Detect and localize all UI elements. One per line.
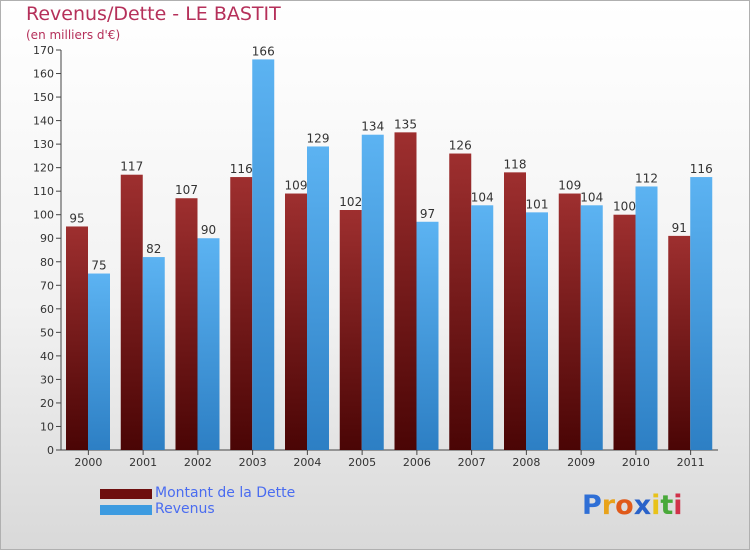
bar-dette: [449, 153, 472, 450]
data-label: 126: [449, 139, 472, 153]
x-tick-label: 2000: [74, 456, 102, 469]
x-tick-label: 2004: [293, 456, 321, 469]
chart-data-labels: 95 75 117 82 107 90 116 166 109 129 102 134 135 97 126…: [69, 44, 712, 272]
bar-revenus: [416, 221, 439, 450]
data-label: 135: [394, 117, 417, 131]
bar-revenus: [197, 238, 220, 450]
y-tick-label: 70: [40, 279, 54, 292]
bar-dette: [120, 174, 143, 451]
x-tick-label: 2005: [348, 456, 376, 469]
y-tick-label: 170: [33, 44, 54, 57]
data-label: 116: [230, 162, 253, 176]
bar-revenus: [580, 205, 603, 450]
x-tick-label: 2008: [512, 456, 540, 469]
data-label: 134: [361, 120, 384, 134]
bar-dette: [558, 193, 581, 450]
y-tick-label: 110: [33, 185, 54, 198]
bar-dette: [175, 198, 198, 450]
data-label: 97: [420, 207, 435, 221]
y-tick-label: 120: [33, 162, 54, 175]
y-tick-label: 150: [33, 91, 54, 104]
logo-letter: i: [673, 490, 683, 521]
x-tick-label: 2006: [403, 456, 431, 469]
bar-dette: [66, 226, 88, 450]
chart-axes: 0 10 20 30 40 50 60 70 80 90 100 110 120 130 140 150 160…: [33, 44, 718, 469]
data-label: 117: [120, 160, 143, 174]
x-tick-label: 2007: [458, 456, 486, 469]
x-tick-label: 2002: [184, 456, 212, 469]
data-label: 104: [471, 190, 494, 204]
logo-letter: r: [601, 490, 616, 521]
chart-legend: Montant de la Dette Revenus: [100, 485, 360, 517]
data-label: 129: [307, 131, 330, 145]
y-tick-label: 20: [40, 397, 54, 410]
y-tick-label: 60: [40, 303, 54, 316]
bar-dette: [285, 193, 307, 450]
logo-letter: o: [615, 490, 634, 521]
x-tick-label: 2011: [677, 456, 705, 469]
y-tick-label: 10: [40, 420, 54, 433]
y-tick-label: 80: [40, 256, 54, 269]
bar-dette: [504, 172, 526, 450]
bar-revenus: [361, 134, 384, 451]
legend-item-revenus: Revenus: [100, 501, 360, 517]
data-label: 109: [558, 179, 581, 193]
legend-swatch-debt: [100, 489, 152, 499]
bar-revenus: [88, 273, 110, 450]
bar-revenus: [471, 205, 494, 450]
y-tick-label: 130: [33, 138, 54, 151]
legend-label-revenus: Revenus: [155, 501, 215, 517]
y-tick-label: 140: [33, 115, 54, 128]
data-label: 166: [252, 44, 275, 58]
y-tick-label: 0: [47, 444, 54, 457]
bar-dette: [230, 177, 253, 450]
bar-dette: [668, 235, 691, 450]
legend-label-debt: Montant de la Dette: [155, 485, 296, 501]
bar-revenus: [142, 257, 165, 450]
data-label: 100: [613, 200, 636, 214]
y-tick-label: 50: [40, 326, 54, 339]
y-tick-label: 100: [33, 209, 54, 222]
x-tick-label: 2003: [239, 456, 267, 469]
x-tick-label: 2001: [129, 456, 157, 469]
bar-dette: [613, 214, 636, 450]
bar-dette: [394, 132, 417, 450]
logo-letter: t: [660, 490, 674, 521]
data-label: 112: [635, 171, 658, 185]
bar-revenus: [307, 146, 329, 450]
legend-swatch-revenus: [100, 505, 152, 515]
logo-letter: x: [633, 490, 652, 521]
logo-letter: i: [651, 490, 661, 521]
chart-bars: [66, 59, 713, 451]
x-tick-label: 2009: [567, 456, 595, 469]
data-label: 116: [690, 162, 713, 176]
data-label: 75: [91, 259, 106, 273]
data-label: 91: [672, 221, 687, 235]
x-tick-label: 2010: [622, 456, 650, 469]
logo-letter: P: [582, 490, 602, 521]
proxiti-logo: Proxiti: [582, 490, 683, 521]
legend-item-debt: Montant de la Dette: [100, 485, 360, 501]
bar-revenus: [526, 212, 548, 450]
y-tick-label: 90: [40, 232, 54, 245]
bar-dette: [339, 210, 362, 450]
y-tick-label: 160: [33, 68, 54, 81]
data-label: 102: [339, 195, 362, 209]
data-label: 82: [146, 242, 161, 256]
y-tick-label: 40: [40, 350, 54, 363]
data-label: 95: [69, 211, 84, 225]
bar-revenus: [690, 177, 713, 450]
data-label: 90: [201, 223, 216, 237]
bar-revenus: [635, 186, 658, 450]
y-tick-label: 30: [40, 373, 54, 386]
data-label: 104: [580, 190, 603, 204]
chart-subtitle: (en milliers d'€): [26, 28, 121, 42]
data-label: 118: [504, 157, 527, 171]
bar-revenus: [252, 59, 275, 450]
data-label: 107: [175, 183, 198, 197]
data-label: 109: [285, 179, 308, 193]
data-label: 101: [526, 197, 549, 211]
chart-title: Revenus/Dette - LE BASTIT: [26, 3, 281, 25]
